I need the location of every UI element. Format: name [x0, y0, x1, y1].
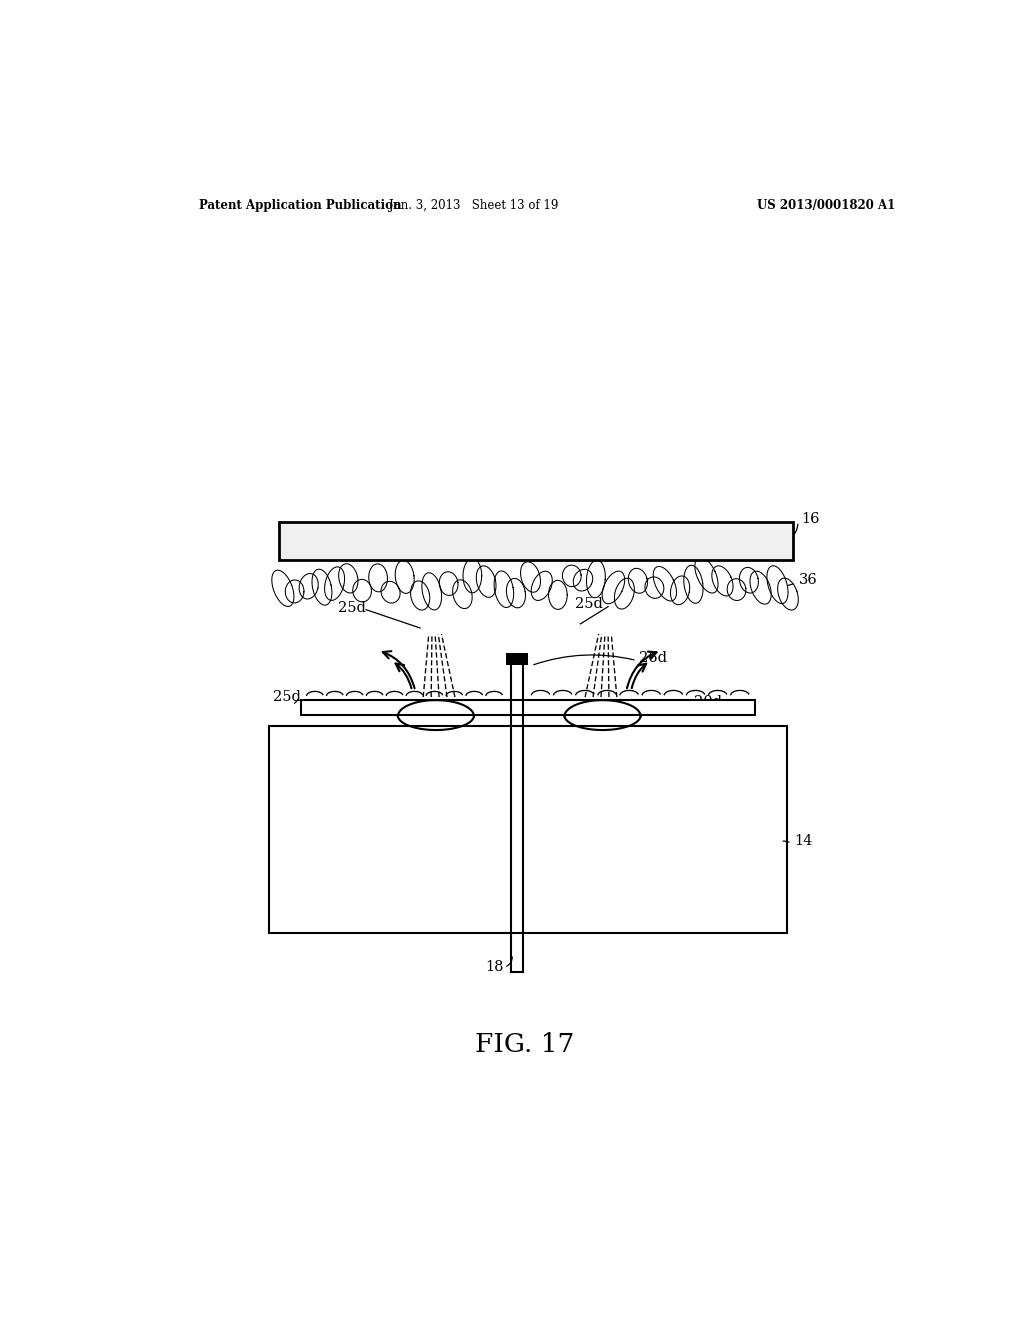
Text: 20d: 20d: [694, 696, 722, 709]
Text: US 2013/0001820 A1: US 2013/0001820 A1: [757, 198, 895, 211]
Text: 25d: 25d: [273, 690, 301, 704]
Text: 18: 18: [485, 961, 504, 974]
Text: 25d: 25d: [338, 601, 367, 615]
Text: 16: 16: [801, 512, 819, 527]
Bar: [269, 726, 786, 933]
Bar: [301, 700, 755, 715]
Text: Patent Application Publication: Patent Application Publication: [200, 198, 402, 211]
Text: FIG. 17: FIG. 17: [475, 1032, 574, 1057]
Bar: [506, 653, 528, 664]
Text: Jan. 3, 2013   Sheet 13 of 19: Jan. 3, 2013 Sheet 13 of 19: [388, 198, 558, 211]
Text: 25d: 25d: [574, 597, 603, 611]
Text: 14: 14: [795, 834, 813, 849]
Text: 26d: 26d: [639, 652, 667, 665]
Text: 36: 36: [799, 573, 817, 587]
Bar: [279, 523, 793, 560]
